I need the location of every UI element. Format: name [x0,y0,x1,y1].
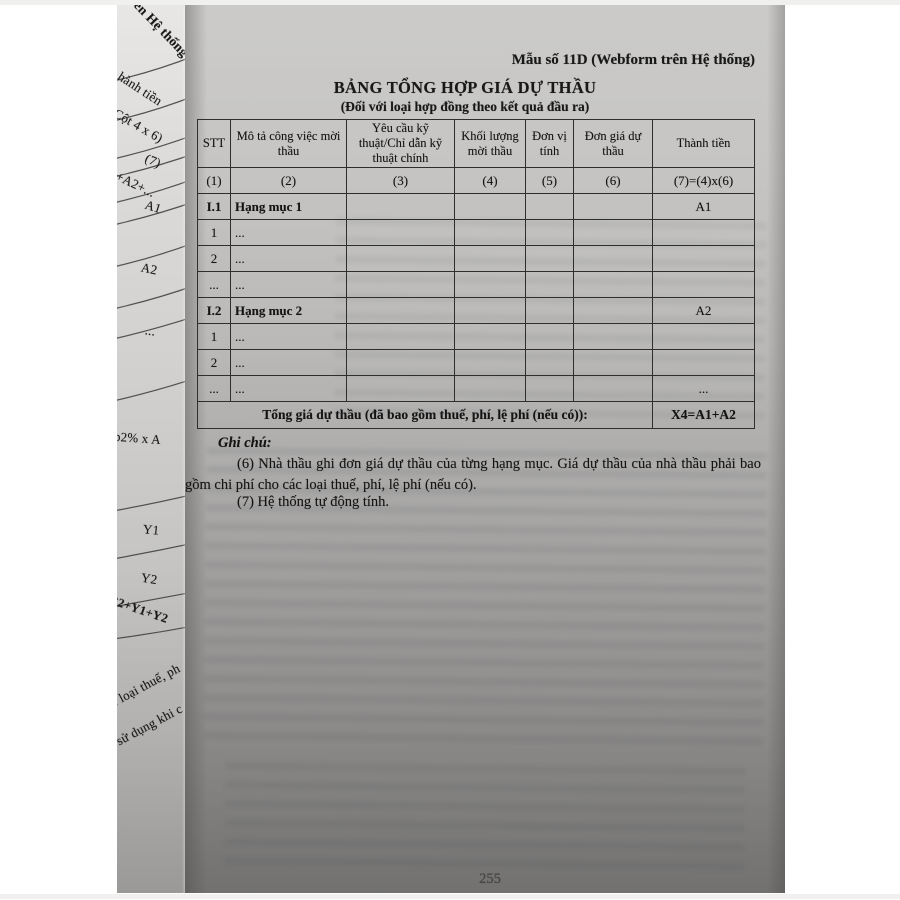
photo-frame-bottom [0,894,900,899]
page-title: BẢNG TỔNG HỢP GIÁ DỰ THẦU [333,78,597,97]
book-page: Mẫu số 11D (Webform trên Hệ thống) BẢNG … [185,5,785,893]
table-row: 2 ... [197,349,755,376]
header-qty: Khối lượng mời thầu [454,119,526,168]
photo-frame-top [0,0,900,5]
header-stt: STT [197,119,231,168]
cell-amount [652,219,755,246]
col-num: (6) [573,167,653,194]
cell-stt: I.2 [197,297,231,324]
cell-stt: 1 [197,323,231,350]
cell-amount: ... [652,375,755,402]
table-row-section-2: I.2 Hạng mục 2 A2 [197,297,755,324]
cell-desc: Hạng mục 1 [230,193,347,220]
header-desc: Mô tả công việc mời thầu [230,119,347,168]
page-number: 255 [479,871,501,887]
notes-title: Ghi chú: [218,435,272,451]
cell-stt: 2 [197,349,231,376]
cell-desc: ... [230,323,347,350]
spine-fragment: ... [144,322,157,339]
cell-amount [652,271,755,298]
bleed-through-ghost [224,762,746,878]
spine-fragment: A2 [139,259,159,278]
cell-stt: 1 [197,219,231,246]
table-row: 2 ... [197,245,755,272]
cell-amount: A1 [652,193,755,220]
cell-amount [652,245,755,272]
page-subtitle: (Đối với loại hợp đồng theo kết quả đầu … [340,99,590,114]
cell-stt: ... [197,271,231,298]
spine-fragment: Y1 [142,521,160,538]
cell-desc: ... [230,245,347,272]
header-amount: Thành tiền [652,119,755,168]
col-num: (2) [230,167,347,194]
table-row: 1 ... [197,219,755,246]
col-num: (5) [525,167,574,194]
col-num: (1) [197,167,231,194]
cell-amount: A2 [652,297,755,324]
table-row: 1 ... [197,323,755,350]
note-7: (7) Hệ thống tự động tính. [237,494,390,510]
table-row-section-1: I.1 Hạng mục 1 A1 [197,193,755,220]
cell-desc: ... [230,349,347,376]
total-value: X4=A1+A2 [652,401,755,429]
col-num: (3) [346,167,455,194]
column-number-row: (1) (2) (3) (4) (5) (6) (7)=(4)x(6) [197,167,755,194]
note-6: (6) Nhà thầu ghi đơn giá dự thầu của từn… [185,456,761,494]
table-header-row: STT Mô tả công việc mời thầu Yêu cầu kỹ … [197,119,755,168]
spine-fragment: Y2 [140,569,159,588]
cell-amount [652,323,755,350]
table-row: ... ... ... [197,375,755,402]
page-edge-shadow [767,5,785,893]
col-num: (4) [454,167,526,194]
table-row: ... ... [197,271,755,298]
header-unit: Đơn vị tính [525,119,574,168]
cell-desc: ... [230,271,347,298]
cell-stt: 2 [197,245,231,272]
header-price: Đơn giá dự thầu [573,119,653,168]
cell-amount [652,349,755,376]
header-tech: Yêu cầu kỹ thuật/Chỉ dẫn kỹ thuật chính [346,119,455,168]
col-num: (7)=(4)x(6) [652,167,755,194]
spine-fragment: = b2% x A [117,428,162,448]
cell-stt: ... [197,375,231,402]
total-label: Tổng giá dự thầu (đã bao gồm thuế, phí, … [197,401,653,429]
table-total-row: Tổng giá dự thầu (đã bao gồm thuế, phí, … [197,401,755,429]
bid-summary-table: STT Mô tả công việc mời thầu Yêu cầu kỹ … [197,119,755,429]
cell-desc: Hạng mục 2 [230,297,347,324]
form-number-label: Mẫu số 11D (Webform trên Hệ thống) [511,52,755,68]
cell-desc: ... [230,375,347,402]
cell-stt: I.1 [197,193,231,220]
cell-desc: ... [230,219,347,246]
